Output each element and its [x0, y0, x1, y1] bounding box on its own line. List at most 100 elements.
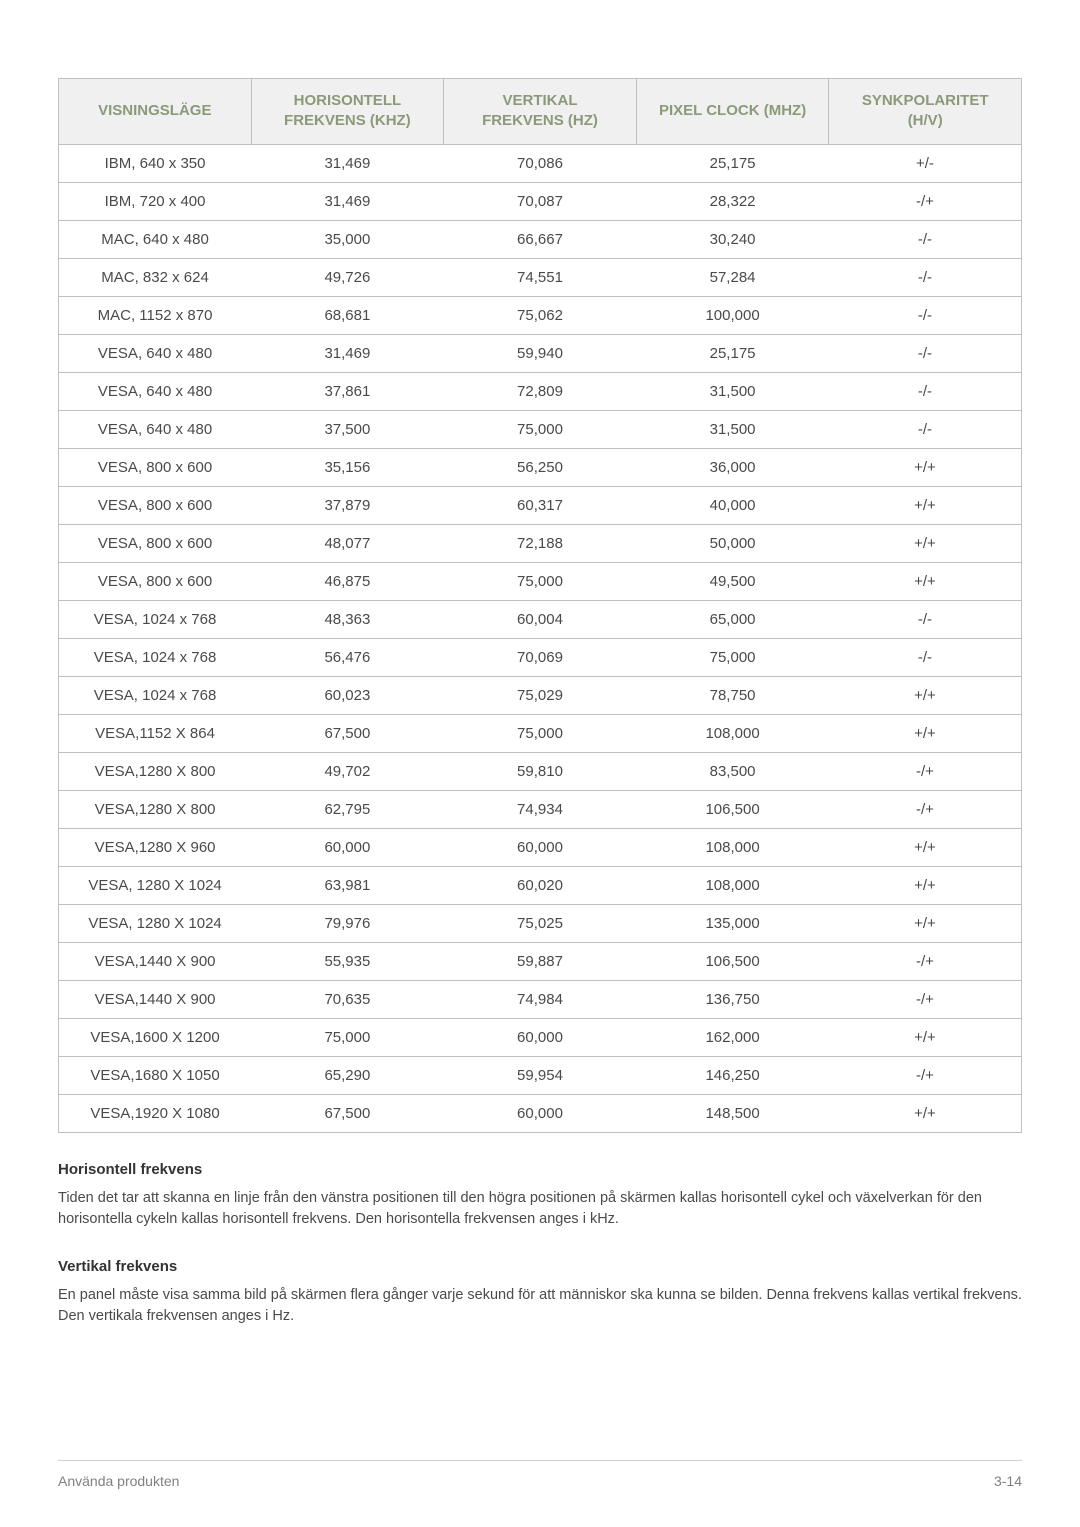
table-cell: 31,500 — [636, 372, 829, 410]
table-cell: 108,000 — [636, 828, 829, 866]
description-sections: Horisontell frekvensTiden det tar att sk… — [58, 1161, 1022, 1327]
table-row: MAC, 832 x 62449,72674,55157,284-/- — [59, 258, 1022, 296]
table-cell: -/+ — [829, 790, 1022, 828]
table-cell: 48,363 — [251, 600, 444, 638]
table-cell: 67,500 — [251, 1094, 444, 1132]
table-cell: +/+ — [829, 486, 1022, 524]
table-cell: VESA, 1024 x 768 — [59, 600, 252, 638]
table-cell: +/+ — [829, 1018, 1022, 1056]
table-cell: 100,000 — [636, 296, 829, 334]
table-header-row: VISNINGSLÄGE HORISONTELLFREKVENS (KHZ) V… — [59, 79, 1022, 145]
table-cell: 70,069 — [444, 638, 637, 676]
table-row: VESA, 640 x 48037,86172,80931,500-/- — [59, 372, 1022, 410]
table-cell: -/- — [829, 372, 1022, 410]
table-cell: 30,240 — [636, 220, 829, 258]
table-cell: 49,726 — [251, 258, 444, 296]
table-row: VESA, 800 x 60035,15656,25036,000+/+ — [59, 448, 1022, 486]
table-cell: 56,476 — [251, 638, 444, 676]
table-cell: 40,000 — [636, 486, 829, 524]
display-modes-table: VISNINGSLÄGE HORISONTELLFREKVENS (KHZ) V… — [58, 78, 1022, 1133]
table-cell: -/- — [829, 410, 1022, 448]
footer-left: Använda produkten — [58, 1473, 179, 1489]
col-header-mode: VISNINGSLÄGE — [59, 79, 252, 145]
table-cell: +/+ — [829, 676, 1022, 714]
table-row: VESA,1280 X 96060,00060,000108,000+/+ — [59, 828, 1022, 866]
table-cell: -/+ — [829, 182, 1022, 220]
table-cell: 59,954 — [444, 1056, 637, 1094]
table-cell: IBM, 640 x 350 — [59, 144, 252, 182]
table-cell: 31,500 — [636, 410, 829, 448]
table-cell: MAC, 640 x 480 — [59, 220, 252, 258]
table-cell: -/+ — [829, 980, 1022, 1018]
table-cell: 55,935 — [251, 942, 444, 980]
table-cell: 75,000 — [251, 1018, 444, 1056]
table-cell: -/+ — [829, 942, 1022, 980]
table-row: VESA, 1280 X 102463,98160,020108,000+/+ — [59, 866, 1022, 904]
table-cell: 75,000 — [444, 410, 637, 448]
table-cell: VESA,1280 X 800 — [59, 790, 252, 828]
table-cell: VESA, 800 x 600 — [59, 486, 252, 524]
table-row: VESA, 1280 X 102479,97675,025135,000+/+ — [59, 904, 1022, 942]
table-cell: -/- — [829, 220, 1022, 258]
table-cell: +/+ — [829, 524, 1022, 562]
table-cell: +/+ — [829, 866, 1022, 904]
section-heading: Vertikal frekvens — [58, 1258, 1022, 1275]
table-row: VESA,1280 X 80049,70259,81083,500-/+ — [59, 752, 1022, 790]
table-cell: 31,469 — [251, 182, 444, 220]
table-cell: 108,000 — [636, 714, 829, 752]
table-row: IBM, 640 x 35031,46970,08625,175+/- — [59, 144, 1022, 182]
table-cell: 108,000 — [636, 866, 829, 904]
table-row: VESA,1280 X 80062,79574,934106,500-/+ — [59, 790, 1022, 828]
table-cell: VESA, 800 x 600 — [59, 562, 252, 600]
table-cell: 60,023 — [251, 676, 444, 714]
table-cell: VESA, 1280 X 1024 — [59, 866, 252, 904]
table-cell: 59,940 — [444, 334, 637, 372]
table-cell: 78,750 — [636, 676, 829, 714]
table-cell: -/- — [829, 296, 1022, 334]
table-cell: 59,887 — [444, 942, 637, 980]
table-cell: VESA, 640 x 480 — [59, 410, 252, 448]
table-cell: 63,981 — [251, 866, 444, 904]
table-cell: 60,000 — [444, 828, 637, 866]
table-cell: +/+ — [829, 562, 1022, 600]
table-cell: 67,500 — [251, 714, 444, 752]
table-cell: VESA, 1024 x 768 — [59, 638, 252, 676]
table-cell: MAC, 832 x 624 — [59, 258, 252, 296]
table-body: IBM, 640 x 35031,46970,08625,175+/-IBM, … — [59, 144, 1022, 1132]
table-cell: 72,188 — [444, 524, 637, 562]
table-cell: 65,290 — [251, 1056, 444, 1094]
table-cell: 135,000 — [636, 904, 829, 942]
table-cell: 49,702 — [251, 752, 444, 790]
table-cell: VESA,1280 X 800 — [59, 752, 252, 790]
table-cell: +/- — [829, 144, 1022, 182]
table-cell: 75,029 — [444, 676, 637, 714]
table-row: MAC, 1152 x 87068,68175,062100,000-/- — [59, 296, 1022, 334]
table-cell: -/- — [829, 334, 1022, 372]
table-row: VESA, 640 x 48031,46959,94025,175-/- — [59, 334, 1022, 372]
table-cell: 37,879 — [251, 486, 444, 524]
section-heading: Horisontell frekvens — [58, 1161, 1022, 1178]
table-cell: 146,250 — [636, 1056, 829, 1094]
table-cell: VESA, 640 x 480 — [59, 372, 252, 410]
table-cell: +/+ — [829, 448, 1022, 486]
table-cell: 36,000 — [636, 448, 829, 486]
table-cell: 75,000 — [444, 714, 637, 752]
table-cell: 136,750 — [636, 980, 829, 1018]
table-cell: 70,635 — [251, 980, 444, 1018]
table-row: VESA, 1024 x 76856,47670,06975,000-/- — [59, 638, 1022, 676]
table-cell: 60,317 — [444, 486, 637, 524]
table-cell: 75,062 — [444, 296, 637, 334]
table-row: VESA, 1024 x 76860,02375,02978,750+/+ — [59, 676, 1022, 714]
col-header-vfreq: VERTIKALFREKVENS (HZ) — [444, 79, 637, 145]
table-cell: VESA,1680 X 1050 — [59, 1056, 252, 1094]
table-cell: VESA,1600 X 1200 — [59, 1018, 252, 1056]
table-cell: 74,984 — [444, 980, 637, 1018]
table-cell: 75,000 — [636, 638, 829, 676]
table-cell: 57,284 — [636, 258, 829, 296]
table-row: VESA, 800 x 60037,87960,31740,000+/+ — [59, 486, 1022, 524]
table-cell: -/- — [829, 258, 1022, 296]
section-text: En panel måste visa samma bild på skärme… — [58, 1285, 1022, 1327]
table-cell: 25,175 — [636, 144, 829, 182]
table-cell: 49,500 — [636, 562, 829, 600]
table-cell: VESA, 1024 x 768 — [59, 676, 252, 714]
